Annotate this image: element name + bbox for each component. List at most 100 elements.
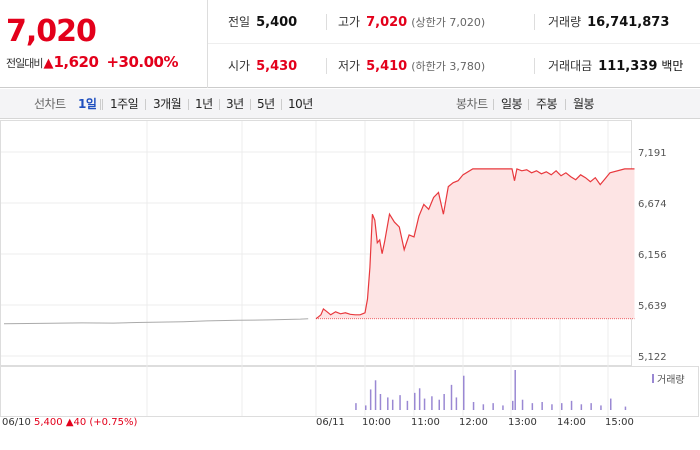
volume-bar xyxy=(514,370,516,410)
divider xyxy=(281,99,282,110)
tab-monthly-candle[interactable]: 월봉 xyxy=(573,97,595,111)
tab-3month[interactable]: 3개월 xyxy=(153,97,182,111)
prev-day-info: 06/10 5,400 ▲40 (+0.75%) xyxy=(2,417,137,428)
line-chart-label: 선차트 xyxy=(34,97,66,111)
y-tick-label: 6,156 xyxy=(638,250,667,261)
volume-bar xyxy=(438,399,440,410)
tab-weekly-candle[interactable]: 주봉 xyxy=(536,97,558,111)
volume-bar xyxy=(406,400,409,410)
volume-bar xyxy=(387,397,389,410)
prev-day-info-part: 5,400 xyxy=(34,417,66,428)
y-tick-label: 7,191 xyxy=(638,148,667,159)
volume-bar xyxy=(570,400,573,410)
intraday-chart: 7,191 6,674 6,156 5,639 5,122 거래량 06/11 10:00 11… xyxy=(0,120,700,450)
up-arrow-icon: ▲ xyxy=(43,56,54,71)
tab-5year[interactable]: 5년 xyxy=(257,97,275,111)
volume-bar xyxy=(502,405,504,410)
quote-header: 7,020 전일대비▲1,620 +30.00% 전일 5,400 고가 7,020(… xyxy=(0,0,700,88)
volume-bar xyxy=(512,400,514,410)
divider xyxy=(534,14,535,30)
tab-3year[interactable]: 3년 xyxy=(226,97,244,111)
volume-bar xyxy=(472,402,475,410)
volume-bar xyxy=(541,402,543,410)
divider xyxy=(326,58,327,74)
divider xyxy=(100,99,101,110)
volume-bar xyxy=(590,403,592,410)
chart-svg: 7,191 6,674 6,156 5,639 5,122 거래량 06/11 10:00 11… xyxy=(0,120,699,428)
volume-bar xyxy=(414,392,416,410)
x-tick-label: 15:00 xyxy=(605,417,634,428)
volume-bar xyxy=(379,394,382,410)
tab-10year[interactable]: 10년 xyxy=(288,97,313,111)
divider xyxy=(565,99,566,110)
volume-bar xyxy=(561,403,563,410)
series-area-today xyxy=(316,168,635,319)
volume-bar xyxy=(374,380,377,410)
divider xyxy=(250,99,251,110)
volume-plot-frame xyxy=(0,366,699,417)
change-rate: +30.00% xyxy=(106,53,178,71)
volume-bar xyxy=(399,395,401,410)
y-tick-label: 5,639 xyxy=(638,301,667,312)
volume-legend-swatch xyxy=(652,374,654,383)
stat-high: 고가 7,020 (상한가 7,020) xyxy=(338,15,486,30)
x-tick-label: 14:00 xyxy=(557,417,586,428)
tab-1year[interactable]: 1년 xyxy=(195,97,213,111)
volume-bar xyxy=(443,394,445,410)
change-amount: 1,620 xyxy=(53,53,99,71)
y-tick-label: 6,674 xyxy=(638,199,667,210)
volume-bar xyxy=(624,406,627,410)
series-line-today xyxy=(315,168,635,320)
volume-bar xyxy=(463,375,465,410)
x-tick-label: 06/11 xyxy=(316,417,345,428)
volume-legend-label: 거래량 xyxy=(657,374,685,386)
divider xyxy=(534,58,535,74)
volume-bar xyxy=(369,389,372,410)
volume-bar xyxy=(423,398,426,410)
price-box: 7,020 전일대비▲1,620 +30.00% xyxy=(0,0,208,88)
stat-low: 저가 5,410 (하한가 3,780) xyxy=(338,59,486,74)
volume-bar xyxy=(551,404,553,410)
stats-row-2: 시가 5,430 저가 5,410 (하한가 3,780) 거래대금 111,339 백만 xyxy=(208,44,700,88)
x-tick-label: 11:00 xyxy=(411,417,440,428)
candle-chart-label: 봉차트 xyxy=(456,97,488,111)
volume-bar xyxy=(391,399,394,410)
tab-1week[interactable]: 1주일 xyxy=(110,97,139,111)
stat-volume: 거래량 16,741,873 xyxy=(548,15,670,30)
prev-day-info-part: (+0.75%) xyxy=(89,417,137,428)
prev-day-info-part: ▲40 xyxy=(66,417,90,428)
volume-bar xyxy=(580,404,583,410)
volume-bar xyxy=(492,403,494,410)
volume-bar xyxy=(418,388,421,410)
volume-bar xyxy=(365,405,367,410)
divider xyxy=(145,99,146,110)
divider xyxy=(219,99,220,110)
stats-row-1: 전일 5,400 고가 7,020 (상한가 7,020) 거래량 16,741,873 xyxy=(208,0,700,44)
volume-bar xyxy=(355,403,357,410)
volume-bar xyxy=(600,405,602,410)
divider xyxy=(326,14,327,30)
volume-bar xyxy=(482,404,485,410)
tab-daily-candle[interactable]: 일봉 xyxy=(501,97,523,111)
x-tick-label: 10:00 xyxy=(362,417,391,428)
divider xyxy=(188,99,189,110)
volume-bar xyxy=(450,384,453,410)
prev-day-info-part: 06/10 xyxy=(2,417,34,428)
change-row: 전일대비▲1,620 +30.00% xyxy=(6,53,178,71)
x-tick-label: 12:00 xyxy=(459,417,488,428)
stat-open: 시가 5,430 xyxy=(228,59,298,74)
volume-bar xyxy=(521,399,524,410)
series-line-prev-day xyxy=(3,318,309,325)
stat-prev-close: 전일 5,400 xyxy=(228,15,298,30)
divider xyxy=(528,99,529,110)
change-label: 전일대비 xyxy=(6,57,43,70)
chart-period-tabs: 선차트 1일 1주일 3개월 1년 3년 5년 10년 봉차트 일봉 주봉 월봉 xyxy=(0,89,700,119)
x-tick-label: 13:00 xyxy=(508,417,537,428)
volume-bar xyxy=(531,403,534,410)
stats-table: 전일 5,400 고가 7,020 (상한가 7,020) 거래량 16,741,873… xyxy=(208,0,700,88)
tab-1day[interactable]: 1일 xyxy=(78,97,97,111)
volume-bar xyxy=(431,396,433,410)
stat-trade-value: 거래대금 111,339 백만 xyxy=(548,59,684,74)
y-tick-label: 5,122 xyxy=(638,352,667,363)
divider xyxy=(102,99,103,110)
